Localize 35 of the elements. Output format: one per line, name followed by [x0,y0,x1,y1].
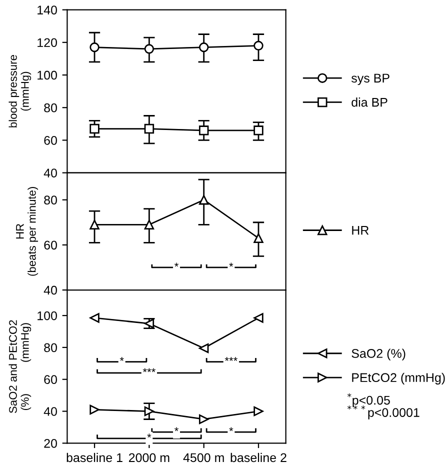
legend-label: SaO2 (%) [352,348,406,360]
y-tick-label: 60 [44,375,57,384]
y-tick-label: 120 [38,38,57,48]
legend-label: PEtCO2 (mmHg) [352,372,445,384]
annotation: *** [142,368,156,372]
x-tick-label: baseline 2 [230,452,286,462]
y-tick-label: 40 [44,286,57,295]
annotation: * [229,427,234,432]
y-tick-label: 40 [44,168,57,178]
annotation: * [229,262,234,267]
x-tick-label: baseline 1 [66,452,122,462]
annotation: * [174,262,178,267]
y-tick-label: 40 [44,407,57,416]
legend-label: HR [352,226,369,235]
y-tick-label: 80 [44,103,57,112]
x-tick-label: 2000 m [128,453,170,462]
y-tick-label: 100 [38,311,57,320]
x-tick-label: 4500 m [183,453,224,462]
y-tick-label: 20 [44,438,57,448]
y-tick-label: 100 [38,70,57,80]
y-axis-title: HR (beats per minute) [16,187,38,276]
annotation: * [120,357,124,361]
y-tick-label: 140 [38,6,57,14]
y-axis-title: SaO2 and PEtCO2 (%) (mmHg) [8,320,32,414]
legend-label: dia BP [352,98,388,107]
y-tick-label: 80 [44,196,57,204]
y-tick-label: 60 [44,240,57,250]
annotation: *** [224,357,238,361]
legend-label: sys BP [351,74,390,86]
annotation: * [147,434,152,438]
y-tick-label: 60 [44,136,57,145]
annotation: * [174,427,178,432]
text: $^{***}$p<0.0001 [347,406,420,420]
y-axis-title: blood pressure (mmHg) [8,55,32,128]
y-tick-label: 80 [44,343,57,352]
